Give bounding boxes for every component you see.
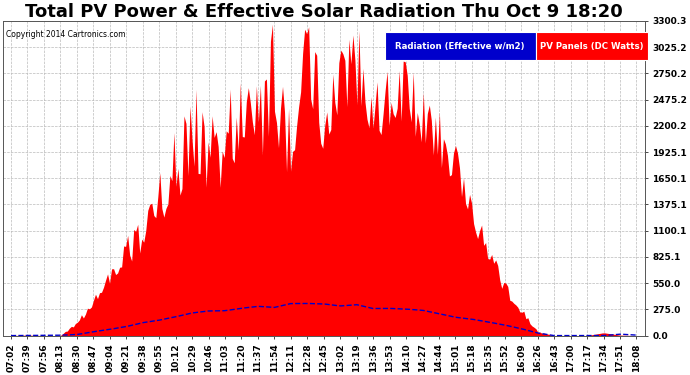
Text: Radiation (Effective w/m2): Radiation (Effective w/m2): [395, 42, 525, 51]
Title: Total PV Power & Effective Solar Radiation Thu Oct 9 18:20: Total PV Power & Effective Solar Radiati…: [25, 3, 622, 21]
FancyBboxPatch shape: [385, 32, 535, 60]
Text: PV Panels (DC Watts): PV Panels (DC Watts): [540, 42, 644, 51]
Text: Copyright 2014 Cartronics.com: Copyright 2014 Cartronics.com: [6, 30, 126, 39]
FancyBboxPatch shape: [535, 32, 648, 60]
